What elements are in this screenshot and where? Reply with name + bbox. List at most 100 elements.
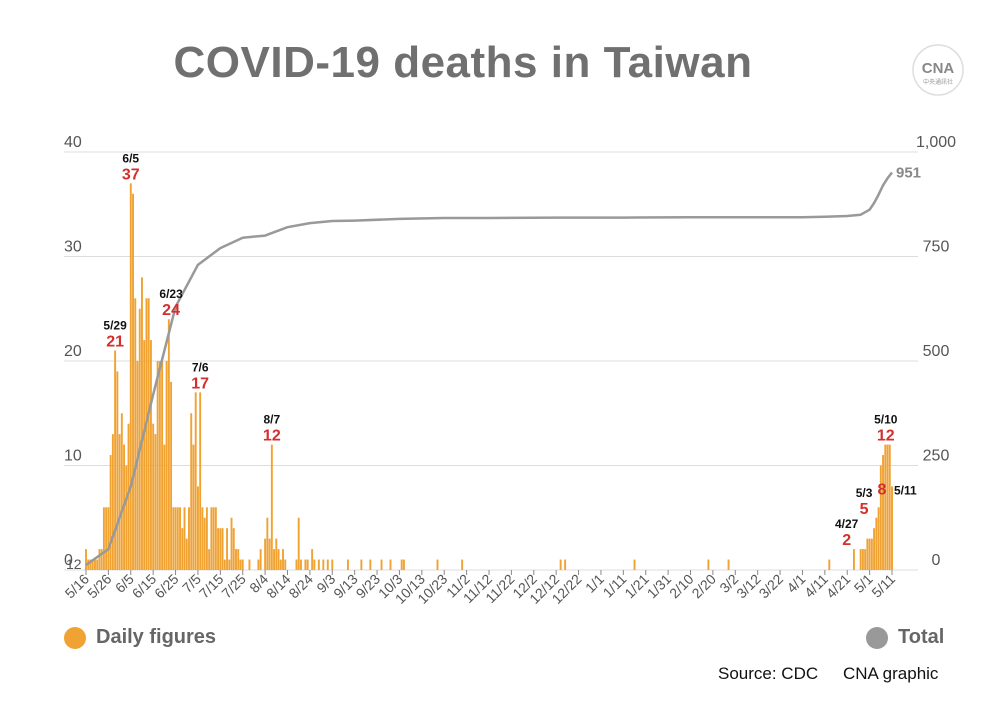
annotations: 12951215/29376/5246/23177/6128/724/2755/… <box>66 151 921 572</box>
daily-bar <box>212 507 215 570</box>
daily-bar <box>94 559 96 570</box>
daily-bar <box>170 381 173 570</box>
daily-bar <box>873 528 876 570</box>
daily-bar <box>360 559 363 570</box>
daily-bar <box>297 517 300 570</box>
x-tick-label: 2/20 <box>688 571 719 602</box>
daily-bar <box>891 486 893 570</box>
daily-bar <box>116 371 119 570</box>
daily-bar <box>400 559 403 570</box>
annotation-date: 4/27 <box>835 517 859 531</box>
daily-bar <box>564 559 567 570</box>
daily-bar <box>98 549 101 570</box>
daily-bar <box>875 517 878 570</box>
daily-bar <box>91 559 94 570</box>
daily-bars <box>85 183 893 571</box>
daily-bar <box>100 549 103 570</box>
gridlines <box>64 151 918 571</box>
daily-bar <box>165 361 168 570</box>
left-tick-label: 40 <box>64 134 82 151</box>
daily-bar <box>331 559 334 570</box>
annotation-date: 7/6 <box>192 360 209 374</box>
annotation-date: 6/5 <box>122 151 139 165</box>
annotation-value: 24 <box>162 302 180 319</box>
daily-bar <box>210 507 213 570</box>
daily-bar <box>317 559 320 570</box>
legend-total-label: Total <box>898 626 945 648</box>
daily-bar <box>161 361 164 570</box>
daily-bar <box>205 507 208 570</box>
legend-daily-label: Daily figures <box>96 626 217 648</box>
daily-bar <box>559 559 562 570</box>
daily-bar <box>230 517 233 570</box>
left-tick-label: 10 <box>64 448 82 465</box>
daily-bar <box>114 350 117 570</box>
daily-bar <box>226 528 229 570</box>
daily-bar <box>221 528 224 570</box>
daily-bar <box>147 298 150 570</box>
daily-bar <box>149 340 152 570</box>
annotation-date: 5/3 <box>856 486 873 500</box>
daily-bar <box>111 434 114 570</box>
daily-bar <box>264 538 267 570</box>
daily-bar <box>217 528 220 570</box>
daily-bar <box>141 277 143 570</box>
annotation-date: 6/23 <box>159 287 183 301</box>
daily-bar <box>154 434 157 570</box>
right-tick-label: 0 <box>932 552 941 569</box>
left-tick-label: 20 <box>64 343 82 360</box>
daily-bar <box>237 549 240 570</box>
source-text: Source: CDC <box>718 664 819 683</box>
annotation-value: 21 <box>106 334 124 351</box>
x-tick-label: 8/24 <box>285 571 316 602</box>
daily-bar <box>380 559 383 570</box>
daily-bar <box>85 549 87 570</box>
daily-bar <box>888 444 891 570</box>
daily-bar <box>275 538 278 570</box>
daily-bar <box>239 559 242 570</box>
credit-text: CNA graphic <box>843 664 939 683</box>
daily-bar <box>102 507 105 570</box>
daily-bar <box>306 559 309 570</box>
daily-bar <box>125 465 128 570</box>
daily-bar <box>389 559 392 570</box>
daily-bar <box>152 423 155 570</box>
daily-bar <box>436 559 439 570</box>
daily-bar <box>96 559 99 570</box>
daily-bar <box>194 392 197 570</box>
daily-bar <box>174 507 177 570</box>
daily-bar <box>322 559 325 570</box>
daily-bar <box>279 559 282 570</box>
daily-bar <box>127 423 130 570</box>
daily-bar <box>134 298 137 570</box>
right-tick-label: 500 <box>923 343 950 360</box>
daily-bar <box>884 444 887 570</box>
daily-bar <box>852 549 855 570</box>
logo-subtitle: 中央通訊社 <box>923 78 953 86</box>
daily-bar <box>326 559 329 570</box>
daily-bar <box>277 549 280 570</box>
total-end-label: 951 <box>896 164 921 181</box>
daily-bar <box>219 528 222 570</box>
daily-bar <box>311 549 314 570</box>
daily-bar <box>402 559 405 570</box>
chart-title: COVID-19 deaths in Taiwan <box>173 38 753 87</box>
daily-bar <box>132 193 134 571</box>
daily-bar <box>369 559 372 570</box>
daily-bar <box>864 549 867 570</box>
daily-bar <box>196 486 199 570</box>
daily-bar <box>185 538 188 570</box>
daily-bar <box>181 528 184 570</box>
daily-bar <box>199 392 202 570</box>
daily-bar <box>232 528 235 570</box>
daily-bar <box>120 413 123 570</box>
daily-bar <box>268 538 271 570</box>
daily-bar <box>284 559 287 570</box>
daily-bar <box>129 183 132 570</box>
daily-bar <box>163 444 166 570</box>
daily-bar <box>861 549 864 570</box>
annotation-value: 12 <box>263 428 281 445</box>
annotation-value: 37 <box>122 166 140 183</box>
x-tick-label: 4/21 <box>823 571 854 602</box>
daily-bar <box>192 444 195 570</box>
